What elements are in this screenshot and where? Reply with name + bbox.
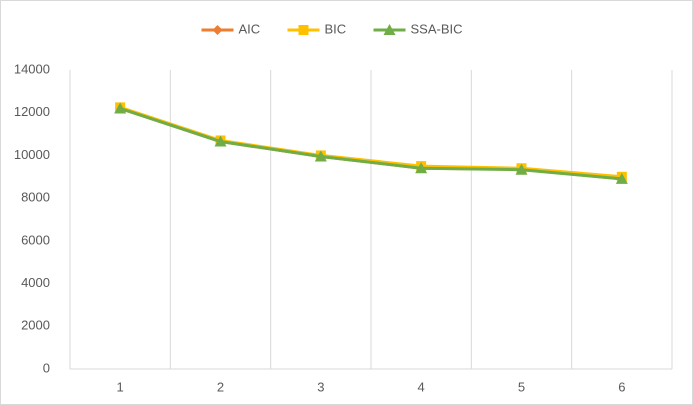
legend-marker xyxy=(212,25,223,35)
legend-marker xyxy=(298,25,309,35)
y-tick-label: 4000 xyxy=(21,275,50,290)
point-marker xyxy=(515,163,528,175)
series-line xyxy=(119,107,622,181)
point-marker xyxy=(214,135,227,147)
legend-marker xyxy=(383,24,396,35)
y-tick-label: 12000 xyxy=(14,104,50,119)
point-marker xyxy=(415,162,428,174)
y-tick-label: 0 xyxy=(43,360,50,375)
x-tick-label: 3 xyxy=(317,379,324,394)
y-tick-label: 10000 xyxy=(14,147,50,162)
x-tick-label: 4 xyxy=(418,379,425,394)
point-marker xyxy=(314,150,327,162)
legend-label: BIC xyxy=(325,21,347,36)
y-tick-label: 14000 xyxy=(14,61,50,76)
point-marker xyxy=(615,172,628,184)
point-marker xyxy=(114,102,127,114)
legend-label: AIC xyxy=(239,21,261,36)
x-tick-label: 1 xyxy=(117,379,124,394)
y-tick-label: 6000 xyxy=(21,232,50,247)
x-tick-label: 2 xyxy=(217,379,224,394)
y-tick-label: 2000 xyxy=(21,318,50,333)
legend-label: SSA-BIC xyxy=(411,21,463,36)
x-tick-label: 6 xyxy=(618,379,625,394)
y-tick-label: 8000 xyxy=(21,190,50,205)
x-tick-label: 5 xyxy=(518,379,525,394)
